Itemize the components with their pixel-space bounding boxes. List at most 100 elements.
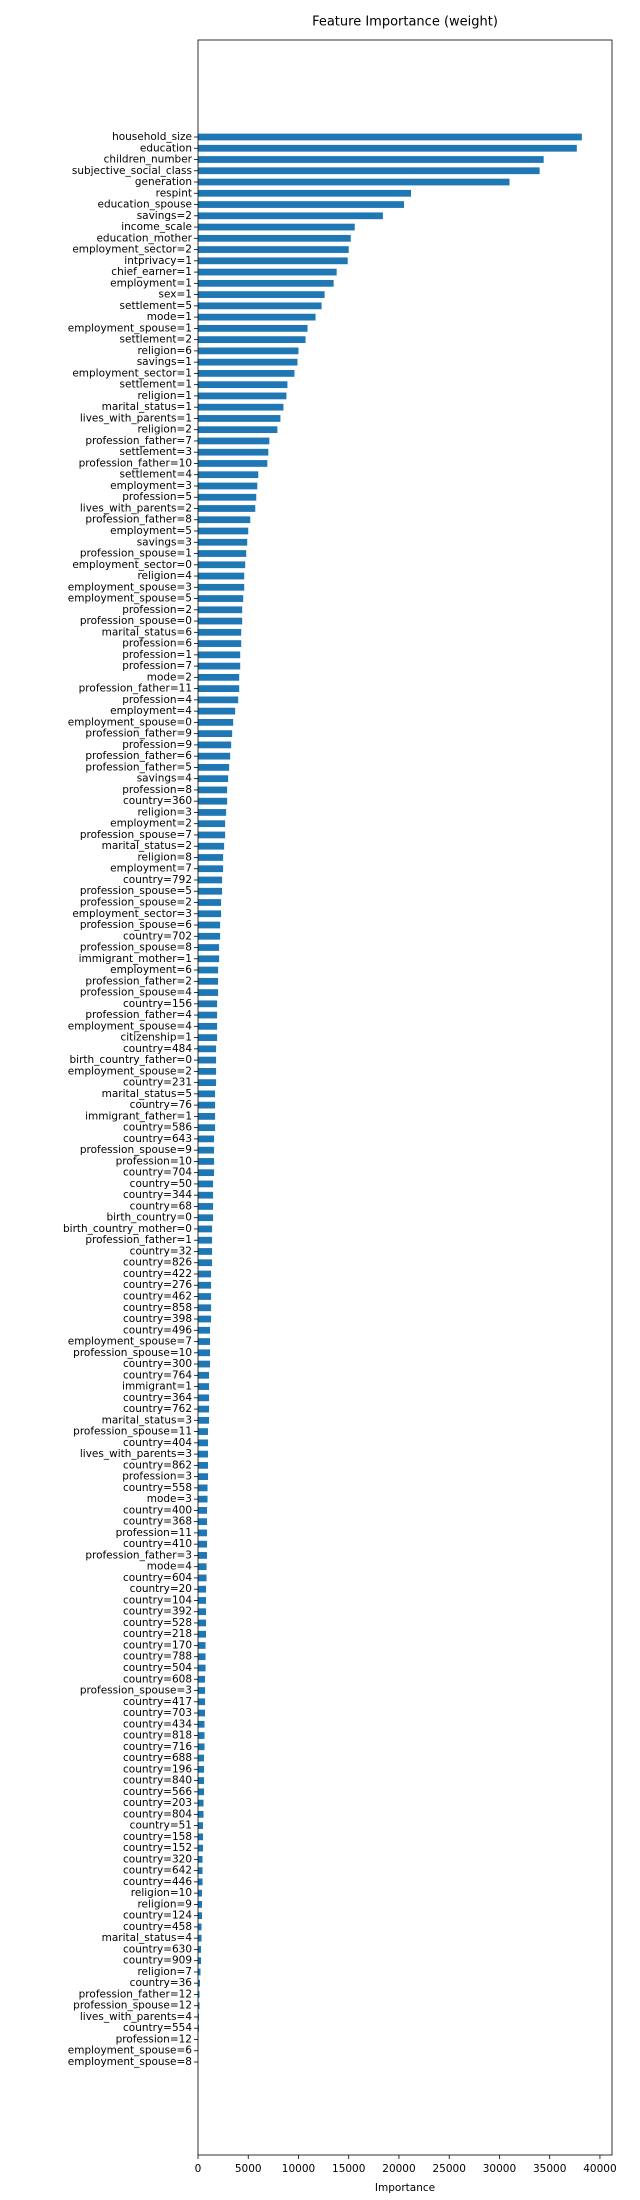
y-tick-label: subjective_social_class [72, 165, 192, 177]
bar [198, 1743, 205, 1751]
bar [198, 1383, 210, 1390]
bar [198, 628, 242, 636]
y-tick-label: immigrant_father=1 [85, 1110, 192, 1122]
bar [198, 876, 223, 884]
bar [198, 1653, 206, 1661]
y-tick-label: education [140, 142, 192, 154]
y-tick-label: country=764 [123, 1369, 192, 1381]
y-tick-label: profession_father=5 [85, 761, 192, 773]
bar [198, 482, 258, 490]
y-tick-label: profession_father=8 [85, 514, 192, 526]
bar [198, 741, 232, 749]
y-tick-label: religion=8 [137, 851, 192, 863]
bar [198, 1608, 207, 1616]
y-tick-label: country=484 [123, 1043, 192, 1055]
bar [198, 1732, 205, 1739]
bar [198, 156, 544, 163]
y-tick-label: marital_status=2 [102, 840, 192, 852]
y-tick-label: lives_with_parents=3 [80, 1448, 192, 1460]
plot-frame [197, 39, 613, 2156]
bar [198, 1124, 216, 1132]
y-tick-label: country=909 [123, 1955, 192, 1967]
bar [198, 527, 249, 535]
y-tick-label: country=604 [123, 1572, 192, 1584]
bar [198, 831, 226, 839]
y-tick-label: religion=6 [137, 345, 192, 357]
bar [198, 1552, 208, 1559]
y-tick-label: employment_spouse=5 [68, 593, 192, 605]
bar [198, 1293, 212, 1300]
bar [198, 1495, 208, 1503]
y-tick-label: profession_father=11 [79, 683, 192, 695]
y-tick-label: country=276 [123, 1279, 192, 1291]
bar [198, 1597, 207, 1604]
bar [198, 1248, 213, 1255]
bar [198, 944, 220, 951]
bar [198, 336, 306, 344]
bar [198, 696, 239, 704]
bar [198, 1349, 211, 1357]
y-tick-label: lives_with_parents=1 [80, 412, 192, 424]
bar [198, 1878, 203, 1886]
x-tick-label: 20000 [382, 2163, 415, 2175]
bar [198, 516, 251, 524]
y-tick-label: country=566 [123, 1786, 192, 1798]
y-tick-label: settlement=5 [120, 300, 192, 312]
bar [198, 234, 351, 242]
bar [198, 1664, 206, 1672]
y-tick-label: sex=1 [159, 289, 192, 301]
y-tick-label: employment_spouse=8 [68, 2056, 192, 2068]
y-tick-label: settlement=2 [120, 334, 192, 346]
bar [198, 1507, 208, 1514]
bar [198, 1101, 216, 1109]
bar [198, 685, 240, 692]
bar [198, 201, 404, 208]
y-tick-label: country=50 [130, 1178, 192, 1190]
bar [198, 1968, 201, 1976]
y-tick-label: country=608 [123, 1673, 192, 1685]
bar [198, 966, 219, 974]
y-tick-label: employment=3 [110, 480, 192, 492]
bar [198, 1203, 214, 1210]
y-tick-label: education_spouse [98, 199, 193, 211]
y-tick-label: marital_status=5 [102, 1088, 192, 1100]
y-tick-label: country=320 [123, 1853, 192, 1865]
bar [198, 1011, 218, 1019]
bar [198, 178, 510, 186]
y-tick-label: country=643 [123, 1133, 192, 1145]
y-tick-label: country=218 [123, 1628, 192, 1640]
bar [198, 347, 299, 355]
bar [198, 505, 256, 512]
y-tick-label: profession_father=10 [79, 457, 192, 469]
y-tick-label: country=862 [123, 1459, 192, 1471]
y-tick-label: lives_with_parents=4 [80, 2011, 192, 2023]
bar [198, 809, 227, 816]
bar [198, 662, 241, 670]
bar [198, 1416, 210, 1424]
bar [198, 381, 288, 389]
bar [198, 415, 281, 422]
y-tick-label: country=630 [123, 1943, 192, 1955]
y-tick-label: country=410 [123, 1538, 192, 1550]
bar [198, 561, 246, 569]
y-tick-label: profession_spouse=2 [80, 896, 192, 908]
y-tick-label: religion=1 [137, 390, 192, 402]
y-tick-label: country=344 [123, 1189, 192, 1201]
bar [198, 764, 230, 771]
y-tick-label: country=400 [123, 1504, 192, 1516]
bar [198, 1326, 211, 1334]
bar [198, 854, 224, 861]
bar [198, 1777, 205, 1784]
y-tick-label: employment_spouse=7 [68, 1336, 192, 1348]
y-tick-label: chief_earner=1 [111, 266, 192, 278]
y-tick-label: country=124 [123, 1910, 192, 1922]
y-tick-label: country=360 [123, 795, 192, 807]
y-tick-label: country=104 [123, 1594, 192, 1606]
y-tick-label: religion=9 [137, 1898, 192, 1910]
bar [198, 133, 582, 141]
bar [198, 302, 322, 310]
bar [198, 1439, 209, 1447]
x-tick-label: 10000 [282, 2163, 315, 2175]
bar [198, 1991, 200, 1998]
bar [198, 1146, 215, 1154]
